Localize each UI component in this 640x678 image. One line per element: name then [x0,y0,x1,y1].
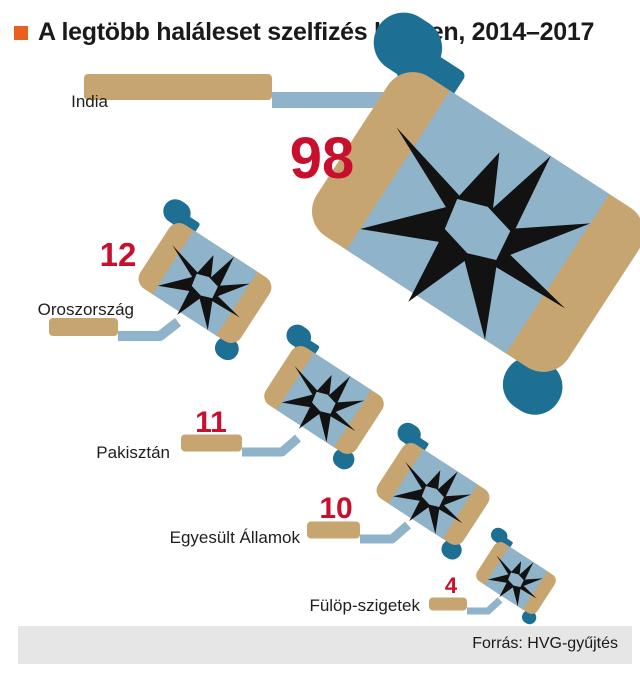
stick-pole-3 [360,521,411,544]
phone-crack-hole-0 [444,198,511,261]
value-label-1: 12 [100,236,137,273]
selfie-chart: India 98 Oroszország 12 Pakisztán 11 Egyesült … [38,12,640,625]
value-label-3: 10 [319,492,352,525]
category-label-2: Pakisztán [96,443,170,462]
phone-crack-hole-2 [312,391,336,414]
value-label-2: 11 [195,406,227,439]
stick-handle-0 [84,74,272,100]
stick-pole-2 [242,434,301,457]
source-note: Forrás: HVG-gyűjtés [472,635,618,652]
stick-pole-1 [118,318,182,341]
cracked-phone-icon-3 [376,422,490,560]
cracked-phone-icon-4 [476,527,556,625]
footer-bar: Forrás: HVG-gyűjtés [18,626,632,664]
category-label-3: Egyesült Államok [170,528,301,547]
stick-handle-2 [181,434,242,452]
cracked-phone-icon-0 [311,12,640,415]
value-label-4: 4 [445,573,458,598]
phone-crack-hole-4 [508,572,524,588]
orange-square-icon [14,25,28,40]
phone-crack-hole-3 [421,486,444,507]
category-label-1: Oroszország [38,300,134,319]
category-label-0: India [71,92,108,111]
stick-handle-1 [49,318,118,336]
value-label-0: 98 [290,126,355,191]
stick-handle-3 [307,521,360,539]
cracked-phone-icon-1 [138,199,272,361]
stick-handle-4 [429,597,467,611]
chart-title: A legtöbb haláleset szelfizés közben, 20… [38,18,595,46]
category-label-4: Fülöp-szigetek [309,596,420,615]
title-row: A legtöbb haláleset szelfizés közben, 20… [14,18,594,47]
phone-crack-hole-1 [191,273,218,299]
stick-pole-4 [467,597,503,615]
cracked-phone-icon-2 [264,324,384,470]
